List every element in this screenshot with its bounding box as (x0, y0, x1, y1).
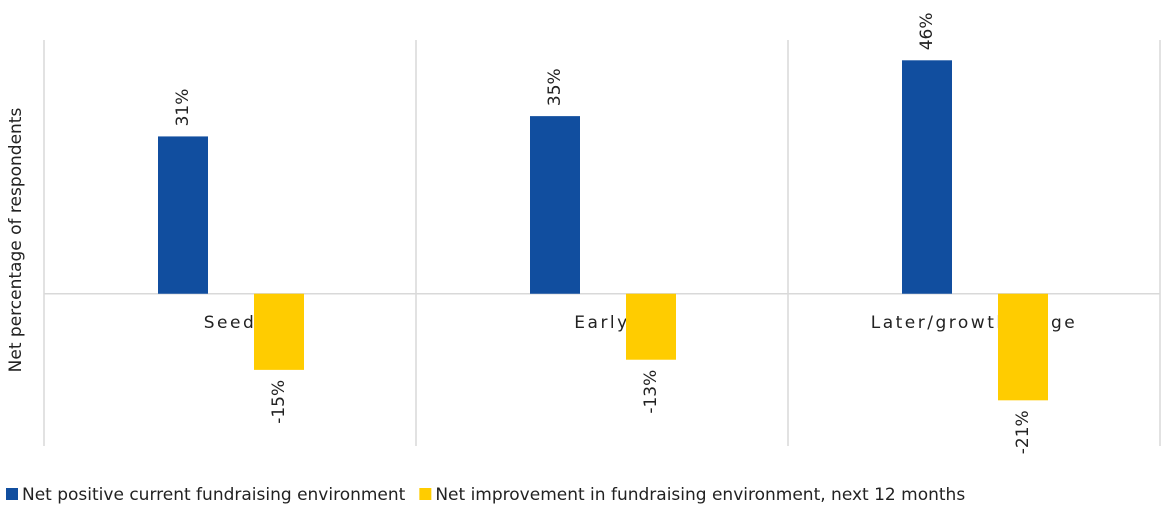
bar (626, 293, 676, 360)
legend-swatch (6, 488, 18, 500)
data-label: -15% (269, 380, 289, 424)
data-label: 46% (917, 13, 937, 51)
legend-swatch (419, 488, 432, 500)
legend-label: Net improvement in fundraising environme… (435, 485, 965, 505)
data-label: 35% (545, 68, 565, 106)
x-tick-label: Early (574, 313, 629, 333)
data-label: -21% (1013, 410, 1033, 454)
data-label: 31% (173, 89, 193, 127)
legend-label: Net positive current fundraising environ… (22, 485, 406, 505)
bar (998, 293, 1048, 401)
bar (158, 136, 208, 294)
bar (530, 116, 580, 294)
bar (902, 60, 952, 294)
data-label: -13% (641, 370, 661, 414)
x-tick-label: Seed (204, 313, 257, 333)
y-axis-label: Net percentage of respondents (6, 108, 26, 373)
bar (254, 293, 304, 370)
